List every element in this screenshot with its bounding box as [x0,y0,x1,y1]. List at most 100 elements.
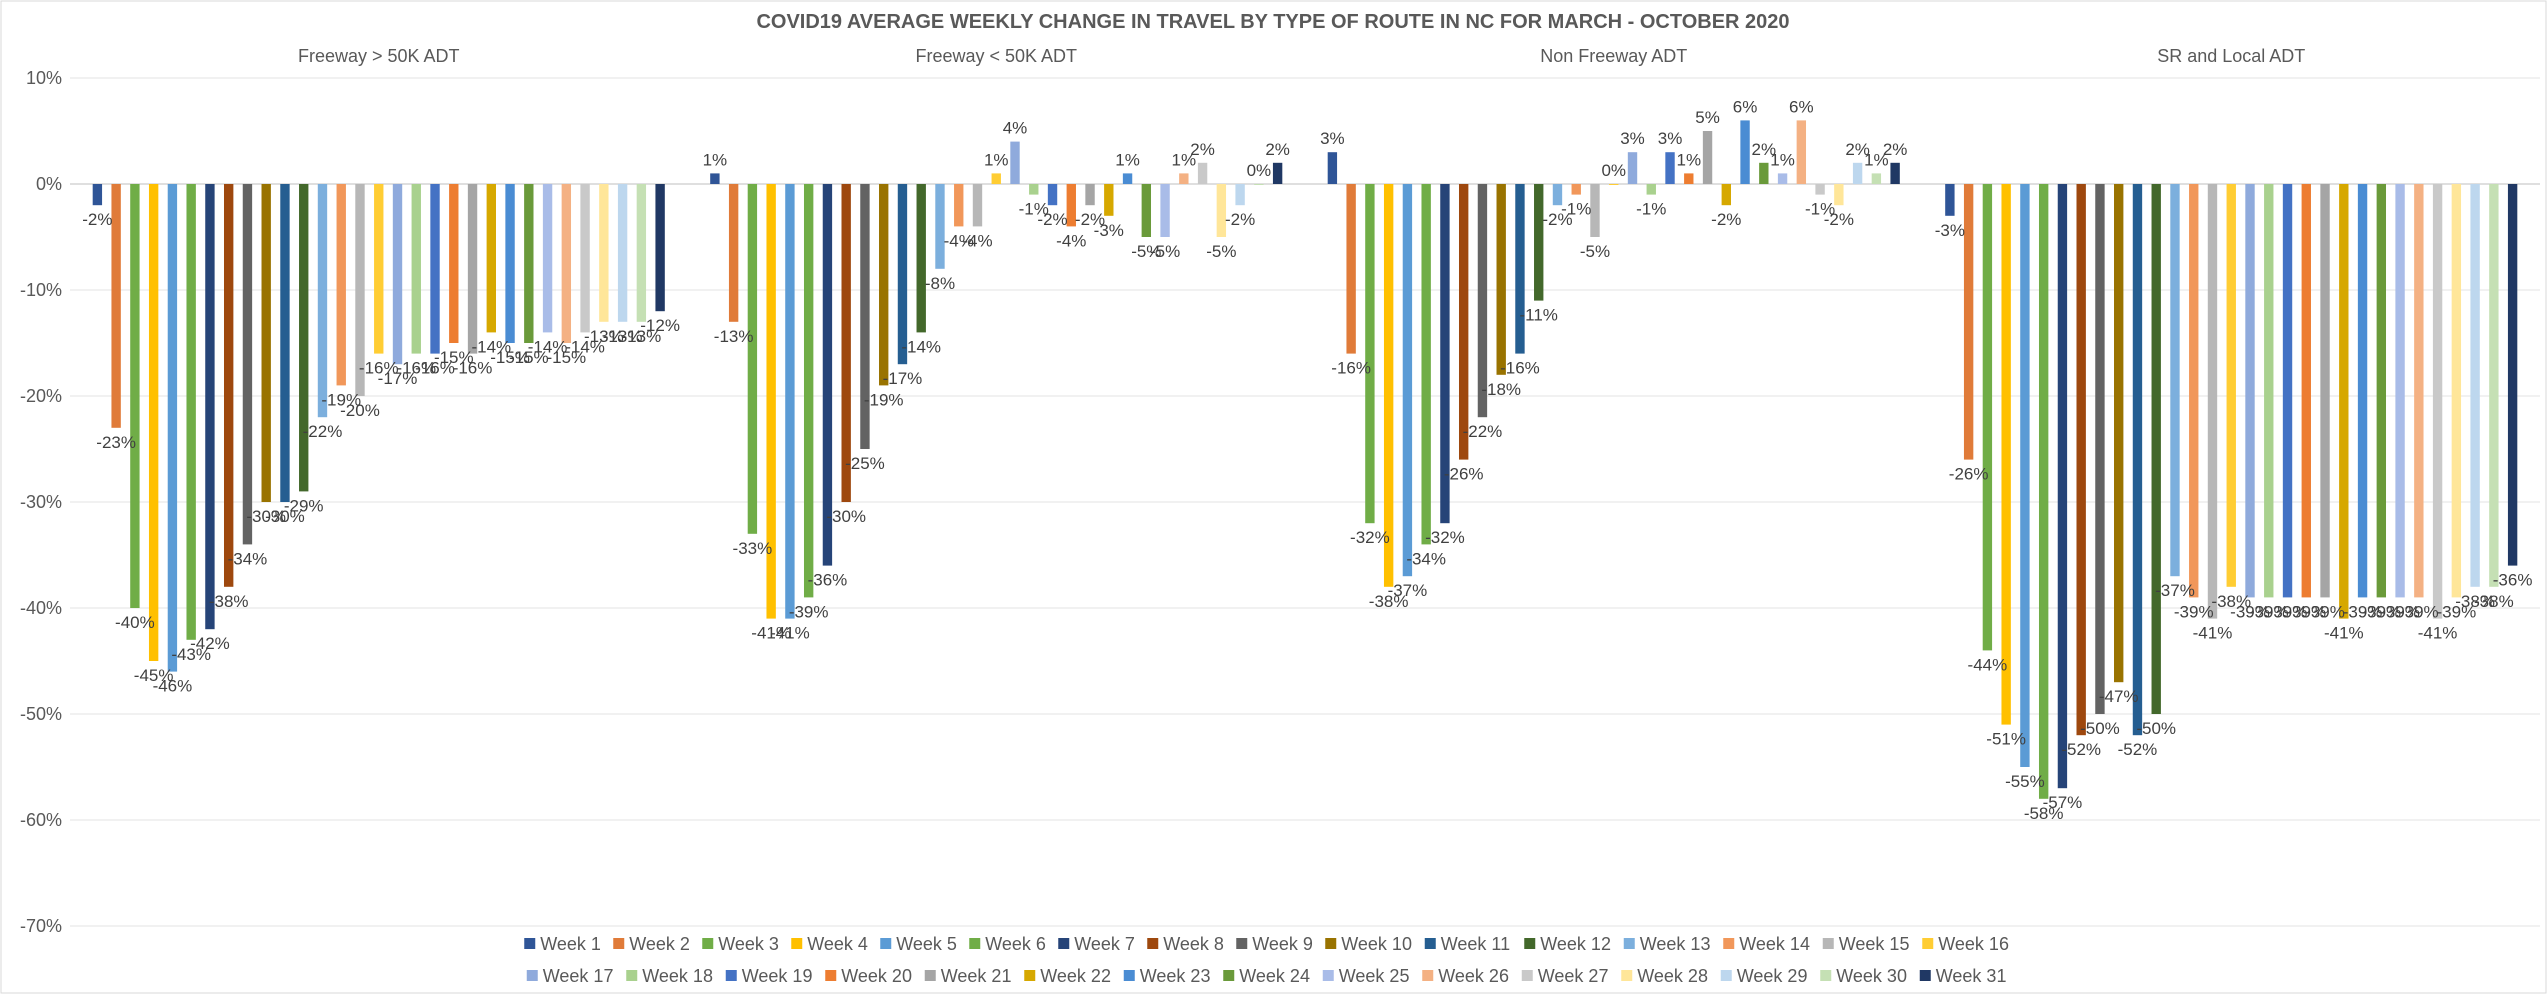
legend-swatch [1820,970,1832,981]
bar [1141,184,1152,237]
y-tick-label: -70% [20,916,62,936]
data-label: -57% [2043,793,2083,812]
bar [1272,162,1283,184]
legend-swatch [1024,970,1036,981]
y-tick-label: -40% [20,598,62,618]
data-label: -39% [2305,602,2345,621]
bar [167,184,178,672]
y-tick-label: -50% [20,704,62,724]
data-label: -41% [770,624,810,643]
legend-item-label: Week 29 [1737,966,1808,986]
bar [1515,184,1525,354]
bar [2414,184,2424,598]
data-label: -39% [2230,602,2270,621]
bar [860,184,870,449]
data-label: -16% [1331,359,1371,378]
data-label: -45% [134,666,174,685]
data-label: -13% [603,327,643,346]
chart-title: COVID19 AVERAGE WEEKLY CHANGE IN TRAVEL … [756,11,1789,33]
data-label: -50% [2136,719,2176,738]
legend-swatch [702,938,714,949]
data-label: -5% [1150,242,1180,261]
data-label: -2% [1711,210,1741,229]
legend-swatch [1922,938,1934,949]
bar [879,184,889,386]
data-label: -37% [1388,581,1428,600]
data-label: -2% [1542,210,1572,229]
data-label: -4% [962,231,992,250]
data-label: -13% [584,327,624,346]
legend-item-label: Week 25 [1339,966,1410,986]
legend-swatch [1723,938,1735,949]
bar [1777,173,1788,184]
y-tick-label: 10% [26,68,62,88]
bar [392,184,403,365]
bar [1346,184,1356,354]
legend-item-label: Week 2 [629,934,690,954]
bar [2001,184,2011,725]
bar [1383,184,1394,587]
data-label: 1% [1770,150,1795,169]
legend-item-label: Week 16 [1938,934,2009,954]
data-label: -39% [2174,602,2214,621]
bar [728,184,739,322]
bar [299,184,309,492]
data-label: -1% [1636,200,1666,219]
legend-item-label: Week 13 [1640,934,1711,954]
y-tick-label: -10% [20,280,62,300]
bar [1085,184,1095,206]
data-label: -39% [789,602,829,621]
data-label: -43% [171,645,211,664]
data-label: -42% [190,634,230,653]
bar [2207,184,2218,619]
bar [1721,184,1731,206]
data-label: -22% [303,422,343,441]
bar [261,184,271,502]
data-label: -15% [490,348,530,367]
legend-item-label: Week 26 [1438,966,1509,986]
data-label: -39% [2437,602,2477,621]
data-label: -3% [1094,221,1124,240]
data-label: 1% [1864,150,1889,169]
data-label: 2% [1883,140,1908,159]
data-label: -4% [944,231,974,250]
bar [2320,184,2330,598]
bar [1440,184,1450,524]
legend-item-label: Week 31 [1936,966,2007,986]
bar [1160,184,1170,237]
data-label: -16% [415,359,455,378]
legend-swatch [1524,938,1536,949]
data-label: -29% [284,496,324,515]
bar [280,184,290,502]
data-label: -11% [1519,306,1557,325]
bar [317,184,328,418]
data-label: -39% [2343,602,2383,621]
bar [1122,173,1133,184]
data-label: -1% [1805,200,1835,219]
legend-swatch [1325,938,1337,949]
data-label: -41% [751,624,791,643]
data-label: -39% [2268,602,2308,621]
data-label: 1% [984,150,1009,169]
data-label: 2% [1190,140,1215,159]
legend-swatch [1623,938,1635,949]
bar [1684,173,1694,184]
legend-swatch [880,938,892,949]
data-label: 2% [1845,140,1870,159]
data-label: 5% [1695,108,1720,127]
bar [2282,184,2293,598]
bar [1834,184,1844,206]
bar [580,184,590,333]
legend-item-label: Week 6 [985,934,1046,954]
bar [636,184,647,322]
data-label: -38% [1369,592,1409,611]
bars [92,120,2518,799]
bar [1327,152,1338,184]
bar [1945,184,1955,216]
data-label: -22% [1463,422,1503,441]
bar [2470,184,2480,587]
data-label: -4% [1056,231,1086,250]
legend-swatch [969,938,981,949]
legend-swatch [1223,970,1235,981]
data-label: -1% [1561,200,1591,219]
